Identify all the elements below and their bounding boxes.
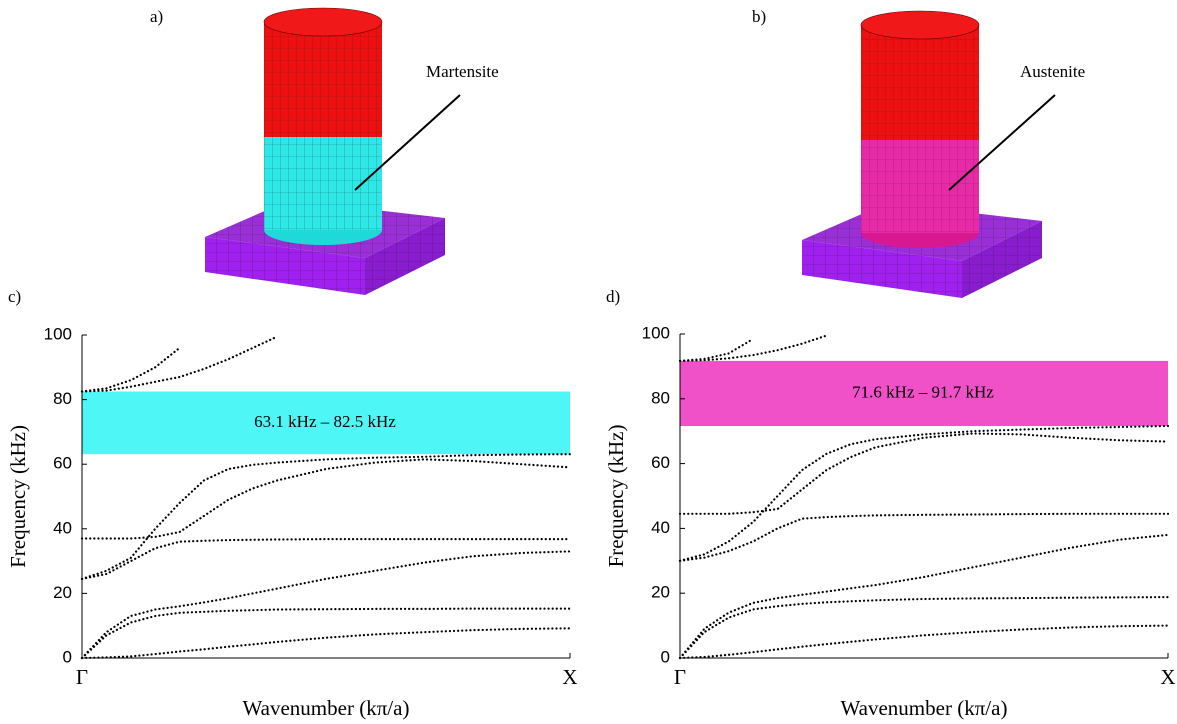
- dispersion-curve: [680, 514, 1168, 561]
- dispersion-curve: [680, 426, 1168, 561]
- y-tick-label: 0: [63, 647, 72, 666]
- x-axis-label: Wavenumber (kπ/a): [841, 696, 1008, 720]
- pillar-a: a) Martensite: [150, 7, 499, 295]
- dispersion-curve: [82, 628, 570, 658]
- figure: a) Martensite b) Austenite c) 63.1 kHz – …: [0, 0, 1177, 724]
- y-tick-label: 0: [661, 647, 670, 666]
- dispersion-curve: [680, 336, 826, 361]
- material-label: Martensite: [426, 62, 499, 81]
- y-tick-label: 60: [53, 454, 72, 473]
- y-tick-label: 100: [44, 324, 72, 343]
- y-tick-label: 80: [651, 388, 670, 407]
- panel-label: c): [8, 287, 21, 306]
- pillar-b: b) Austenite: [752, 7, 1085, 298]
- y-tick-label: 20: [651, 583, 670, 602]
- x-tick-label: Γ: [674, 665, 686, 689]
- y-tick-label: 20: [53, 583, 72, 602]
- dispersion-curve: [82, 454, 570, 579]
- dispersion-curve: [680, 339, 753, 361]
- dispersion-curve: [82, 348, 180, 392]
- panel-label: a): [150, 7, 163, 26]
- dispersion-curve: [680, 535, 1168, 658]
- x-tick-label: X: [562, 665, 577, 689]
- y-tick-label: 80: [53, 389, 72, 408]
- dispersion-curve: [82, 539, 570, 579]
- chart: c) 63.1 kHz – 82.5 kHz 0 20 40 60 80 100 Γ X Waven…: [6, 287, 578, 720]
- dispersion-curve: [680, 434, 1168, 514]
- x-tick-label: X: [1160, 665, 1175, 689]
- band-gap-label: 63.1 kHz – 82.5 kHz: [254, 412, 396, 431]
- dispersion-curve: [82, 609, 570, 658]
- dispersion-curve: [82, 551, 570, 658]
- panel-label: b): [752, 7, 766, 26]
- dispersion-curve: [680, 626, 1168, 658]
- chart: d) 71.6 kHz – 91.7 kHz 0 20 40 60 80 100 Γ X Waven…: [604, 287, 1176, 720]
- band-gap-label: 71.6 kHz – 91.7 kHz: [852, 382, 994, 401]
- dispersion-curve: [82, 337, 277, 392]
- y-tick-label: 40: [651, 518, 670, 537]
- y-axis-label: Frequency (kHz): [604, 425, 628, 568]
- x-tick-label: Γ: [76, 665, 88, 689]
- y-tick-label: 40: [53, 518, 72, 537]
- y-axis-label: Frequency (kHz): [6, 425, 30, 568]
- material-label: Austenite: [1020, 62, 1085, 81]
- x-axis-label: Wavenumber (kπ/a): [243, 696, 410, 720]
- panel-label: d): [606, 287, 620, 306]
- y-tick-label: 60: [651, 453, 670, 472]
- y-tick-label: 100: [642, 323, 670, 342]
- dispersion-curve: [82, 459, 570, 538]
- dispersion-curve: [680, 597, 1168, 658]
